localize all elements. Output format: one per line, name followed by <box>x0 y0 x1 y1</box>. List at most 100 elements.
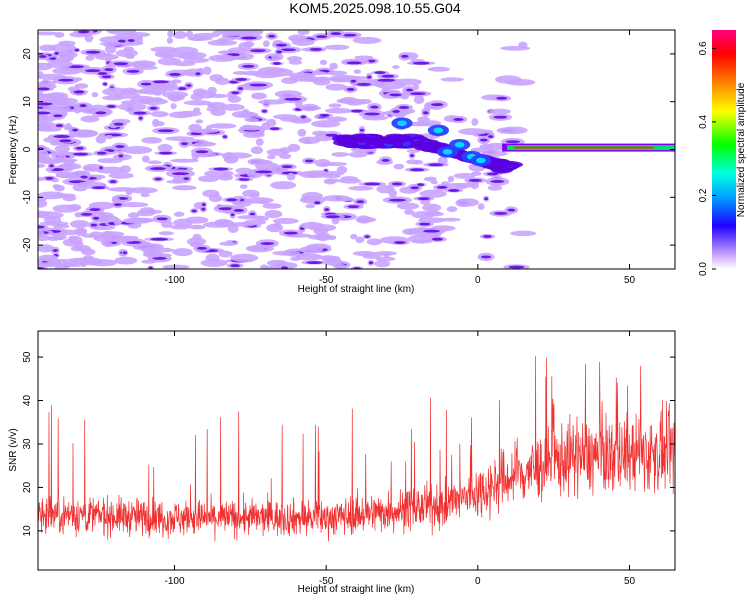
spectral-blob <box>85 55 95 61</box>
spectral-blob <box>244 197 274 204</box>
spectral-blob <box>354 55 374 60</box>
spectral-blob <box>235 78 248 81</box>
spectral-blob <box>496 96 508 100</box>
spectral-blob <box>96 151 107 155</box>
spectral-blob <box>364 112 381 116</box>
spectral-blob <box>158 231 174 236</box>
spectral-blob <box>38 111 51 115</box>
colorbar-tick-label: 0.6 <box>698 41 709 55</box>
spectral-blob <box>306 261 323 264</box>
spectral-blob <box>45 176 54 180</box>
spectral-blob <box>419 189 447 198</box>
spectral-blob <box>377 78 396 82</box>
colorbar-tick-label: 0.2 <box>698 188 709 202</box>
spectral-blob <box>294 100 303 108</box>
spectral-blob <box>47 236 60 242</box>
spectral-blob <box>393 163 405 170</box>
spectral-blob <box>487 160 513 169</box>
spectral-blob <box>165 136 195 141</box>
spectral-blob <box>335 264 347 269</box>
spectral-blob <box>157 144 173 152</box>
spectral-blob <box>336 165 348 174</box>
snr-panel: -100 -50 0 50 10 20 30 40 50 Height of straight… <box>8 330 676 595</box>
spectral-blob <box>440 77 464 82</box>
spectral-blob <box>481 150 508 157</box>
spectral-blob <box>147 160 162 165</box>
spectral-blob <box>346 61 362 65</box>
spectral-blob <box>488 135 494 139</box>
spectral-blob <box>222 135 227 139</box>
spectral-blob <box>281 165 293 169</box>
spectral-blob <box>431 237 444 241</box>
spectral-blob <box>172 248 193 257</box>
spectral-blob <box>172 185 197 191</box>
spectral-blob <box>102 241 113 248</box>
spectral-blob <box>172 31 187 39</box>
spectral-blob <box>404 209 415 215</box>
spectral-blob <box>477 203 485 210</box>
spectral-blob <box>117 102 147 111</box>
spectral-blob <box>85 50 101 54</box>
spectral-blob <box>180 142 188 146</box>
spectral-blob <box>251 245 270 250</box>
spectral-blob <box>264 210 283 219</box>
spectral-blob <box>350 109 364 113</box>
spectral-blob <box>38 158 64 165</box>
spectral-blob <box>113 203 122 207</box>
spectral-blob <box>173 211 185 217</box>
spectral-blob <box>38 87 50 91</box>
spectral-blob <box>149 106 158 110</box>
spectral-blob <box>355 236 365 244</box>
spectral-blob <box>140 192 150 198</box>
spectral-blob <box>325 83 347 91</box>
spectrogram-y-tick-label: -20 <box>22 237 33 252</box>
spectral-blob <box>431 103 444 106</box>
spectral-blob <box>274 90 303 98</box>
spectral-blob <box>251 159 273 165</box>
spectral-blob <box>280 48 297 52</box>
spectral-blob <box>453 118 464 121</box>
spectral-blob <box>230 213 235 217</box>
spectral-blob <box>38 115 50 121</box>
spectral-blob <box>69 236 83 245</box>
spectral-blob <box>454 141 465 148</box>
spectral-blob <box>249 212 256 216</box>
spectral-blob <box>195 72 201 76</box>
spectral-blob <box>38 230 45 237</box>
spectral-blob <box>170 158 199 163</box>
spectral-blob <box>406 159 419 165</box>
spectral-blob <box>226 198 238 202</box>
spectral-blob <box>118 202 149 208</box>
spectral-blob <box>99 166 103 170</box>
spectral-blob <box>207 39 238 46</box>
spectral-blob <box>331 152 350 157</box>
spectral-blob <box>484 197 489 201</box>
spectral-blob <box>304 159 314 163</box>
spectral-blob <box>505 79 536 86</box>
spectral-blob <box>104 68 114 71</box>
spectral-blob <box>106 105 116 108</box>
spectral-blob <box>249 49 266 53</box>
spectral-blob <box>115 145 125 148</box>
spectral-blob <box>43 215 62 225</box>
spectral-blob <box>73 257 103 266</box>
spectral-blob <box>55 171 82 179</box>
spectral-blob <box>328 235 337 241</box>
spectral-blob <box>113 122 124 126</box>
spectral-blob <box>413 95 425 105</box>
spectral-blob <box>126 241 142 244</box>
spectrogram-x-label: Height of straight line (km) <box>298 284 415 295</box>
spectral-blob <box>348 151 368 158</box>
spectral-blob <box>305 204 316 209</box>
colorbar-tick-label: 0.0 <box>698 262 709 276</box>
spectral-blob <box>47 60 73 69</box>
spectral-blob <box>74 227 88 237</box>
spectral-blob <box>150 167 166 171</box>
spectral-blob <box>58 51 78 59</box>
spectral-blob <box>239 125 264 131</box>
spectral-blob <box>322 173 341 179</box>
spectral-blob <box>330 32 342 36</box>
spectral-blob <box>72 183 88 192</box>
spectral-blob <box>162 264 190 269</box>
